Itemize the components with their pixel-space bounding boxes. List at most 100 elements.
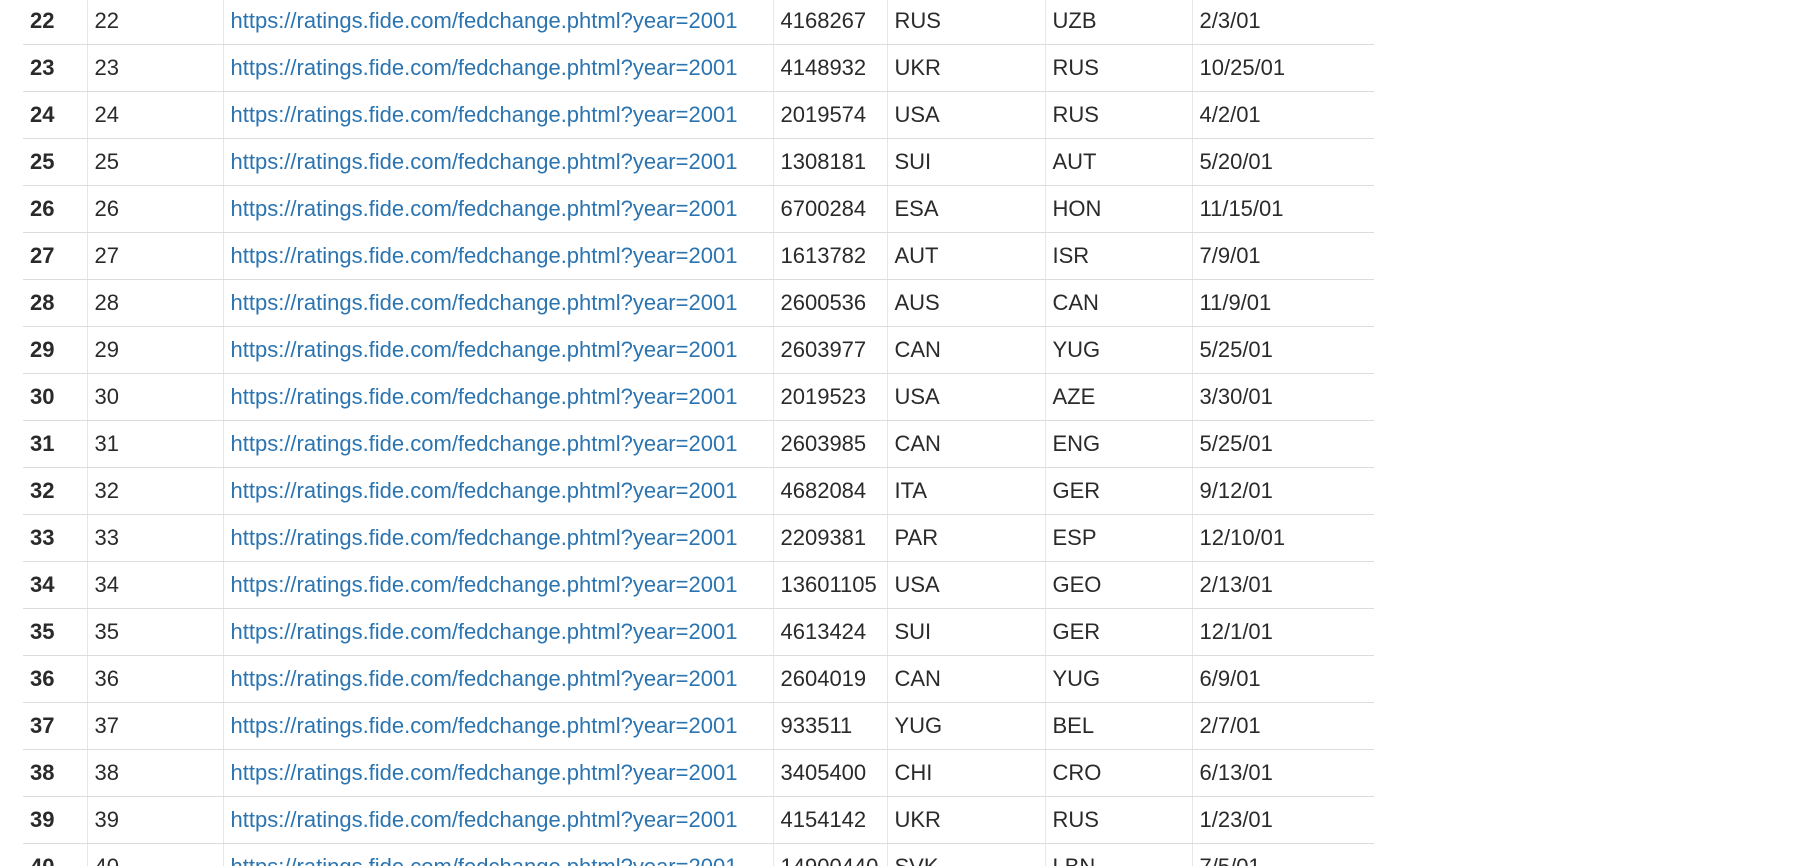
player-id: 13601105: [773, 561, 888, 609]
table-row: 24 24 https://ratings.fide.com/fedchange…: [23, 91, 1374, 139]
table-row: 39 39 https://ratings.fide.com/fedchange…: [23, 796, 1374, 844]
row-number: 29: [87, 326, 224, 374]
fed-change-table: 22 22 https://ratings.fide.com/fedchange…: [23, 0, 1374, 866]
url-cell: https://ratings.fide.com/fedchange.phtml…: [223, 232, 774, 280]
federation-from: SVK: [887, 843, 1046, 866]
url-link[interactable]: https://ratings.fide.com/fedchange.phtml…: [230, 431, 738, 456]
url-cell: https://ratings.fide.com/fedchange.phtml…: [223, 514, 774, 562]
federation-to: GEO: [1045, 561, 1193, 609]
federation-from: AUT: [887, 232, 1046, 280]
federation-to: AUT: [1045, 138, 1193, 186]
player-id: 4613424: [773, 608, 888, 656]
row-number: 38: [87, 749, 224, 797]
row-index: 32: [23, 467, 88, 515]
player-id: 2019574: [773, 91, 888, 139]
federation-to: BEL: [1045, 702, 1193, 750]
row-index: 36: [23, 655, 88, 703]
federation-from: USA: [887, 91, 1046, 139]
change-date: 7/5/01: [1192, 843, 1374, 866]
change-date: 9/12/01: [1192, 467, 1374, 515]
change-date: 12/10/01: [1192, 514, 1374, 562]
table-row: 32 32 https://ratings.fide.com/fedchange…: [23, 467, 1374, 515]
url-link[interactable]: https://ratings.fide.com/fedchange.phtml…: [230, 243, 738, 268]
row-index: 27: [23, 232, 88, 280]
url-link[interactable]: https://ratings.fide.com/fedchange.phtml…: [230, 149, 738, 174]
federation-from: CAN: [887, 326, 1046, 374]
change-date: 11/15/01: [1192, 185, 1374, 233]
table-row: 27 27 https://ratings.fide.com/fedchange…: [23, 232, 1374, 280]
federation-from: UKR: [887, 44, 1046, 92]
table-row: 29 29 https://ratings.fide.com/fedchange…: [23, 326, 1374, 374]
change-date: 6/9/01: [1192, 655, 1374, 703]
row-number: 39: [87, 796, 224, 844]
url-cell: https://ratings.fide.com/fedchange.phtml…: [223, 467, 774, 515]
federation-from: PAR: [887, 514, 1046, 562]
player-id: 2603985: [773, 420, 888, 468]
row-index: 39: [23, 796, 88, 844]
federation-from: SUI: [887, 608, 1046, 656]
federation-from: YUG: [887, 702, 1046, 750]
change-date: 2/13/01: [1192, 561, 1374, 609]
table-row: 25 25 https://ratings.fide.com/fedchange…: [23, 138, 1374, 186]
url-link[interactable]: https://ratings.fide.com/fedchange.phtml…: [231, 854, 738, 866]
url-cell: https://ratings.fide.com/fedchange.phtml…: [223, 796, 774, 844]
change-date: 11/9/01: [1192, 279, 1374, 327]
row-index: 38: [23, 749, 88, 797]
row-number: 37: [87, 702, 224, 750]
federation-from: UKR: [887, 796, 1046, 844]
url-link[interactable]: https://ratings.fide.com/fedchange.phtml…: [230, 619, 738, 644]
url-link[interactable]: https://ratings.fide.com/fedchange.phtml…: [230, 760, 738, 785]
url-link[interactable]: https://ratings.fide.com/fedchange.phtml…: [230, 384, 738, 409]
url-link[interactable]: https://ratings.fide.com/fedchange.phtml…: [230, 8, 738, 33]
row-index: 37: [23, 702, 88, 750]
table-row: 33 33 https://ratings.fide.com/fedchange…: [23, 514, 1374, 562]
table-row: 37 37 https://ratings.fide.com/fedchange…: [23, 702, 1374, 750]
federation-from: AUS: [887, 279, 1046, 327]
url-link[interactable]: https://ratings.fide.com/fedchange.phtml…: [230, 666, 738, 691]
player-id: 4154142: [773, 796, 888, 844]
row-number: 25: [87, 138, 224, 186]
player-id: 1308181: [773, 138, 888, 186]
row-number: 34: [87, 561, 224, 609]
federation-to: GER: [1045, 467, 1193, 515]
player-id: 4168267: [773, 0, 888, 45]
change-date: 7/9/01: [1192, 232, 1374, 280]
row-number: 36: [87, 655, 224, 703]
change-date: 10/25/01: [1192, 44, 1374, 92]
player-id: 2603977: [773, 326, 888, 374]
url-link[interactable]: https://ratings.fide.com/fedchange.phtml…: [230, 290, 738, 315]
federation-to: ESP: [1045, 514, 1193, 562]
url-link[interactable]: https://ratings.fide.com/fedchange.phtml…: [230, 525, 738, 550]
url-link[interactable]: https://ratings.fide.com/fedchange.phtml…: [230, 478, 738, 503]
table-row: 30 30 https://ratings.fide.com/fedchange…: [23, 373, 1374, 421]
table-row: 22 22 https://ratings.fide.com/fedchange…: [23, 0, 1374, 45]
federation-to: LBN: [1045, 843, 1193, 866]
url-link[interactable]: https://ratings.fide.com/fedchange.phtml…: [230, 572, 738, 597]
federation-from: USA: [887, 373, 1046, 421]
url-link[interactable]: https://ratings.fide.com/fedchange.phtml…: [230, 196, 738, 221]
federation-to: ENG: [1045, 420, 1193, 468]
url-link[interactable]: https://ratings.fide.com/fedchange.phtml…: [230, 337, 738, 362]
url-link[interactable]: https://ratings.fide.com/fedchange.phtml…: [230, 713, 738, 738]
player-id: 1613782: [773, 232, 888, 280]
row-index: 35: [23, 608, 88, 656]
federation-from: ITA: [887, 467, 1046, 515]
change-date: 2/7/01: [1192, 702, 1374, 750]
url-cell: https://ratings.fide.com/fedchange.phtml…: [223, 749, 774, 797]
federation-from: ESA: [887, 185, 1046, 233]
table-row: 38 38 https://ratings.fide.com/fedchange…: [23, 749, 1374, 797]
url-link[interactable]: https://ratings.fide.com/fedchange.phtml…: [230, 102, 738, 127]
federation-to: AZE: [1045, 373, 1193, 421]
url-link[interactable]: https://ratings.fide.com/fedchange.phtml…: [230, 55, 738, 80]
url-cell: https://ratings.fide.com/fedchange.phtml…: [223, 373, 774, 421]
table-row: 23 23 https://ratings.fide.com/fedchange…: [23, 44, 1374, 92]
change-date: 2/3/01: [1192, 0, 1374, 45]
url-link[interactable]: https://ratings.fide.com/fedchange.phtml…: [230, 807, 738, 832]
row-number: 33: [87, 514, 224, 562]
table-row: 34 34 https://ratings.fide.com/fedchange…: [23, 561, 1374, 609]
table-row: 36 36 https://ratings.fide.com/fedchange…: [23, 655, 1374, 703]
table-row: 40 40 https://ratings.fide.com/fedchange…: [23, 843, 1374, 866]
row-number: 35: [87, 608, 224, 656]
url-cell: https://ratings.fide.com/fedchange.phtml…: [223, 185, 774, 233]
row-index: 34: [23, 561, 88, 609]
